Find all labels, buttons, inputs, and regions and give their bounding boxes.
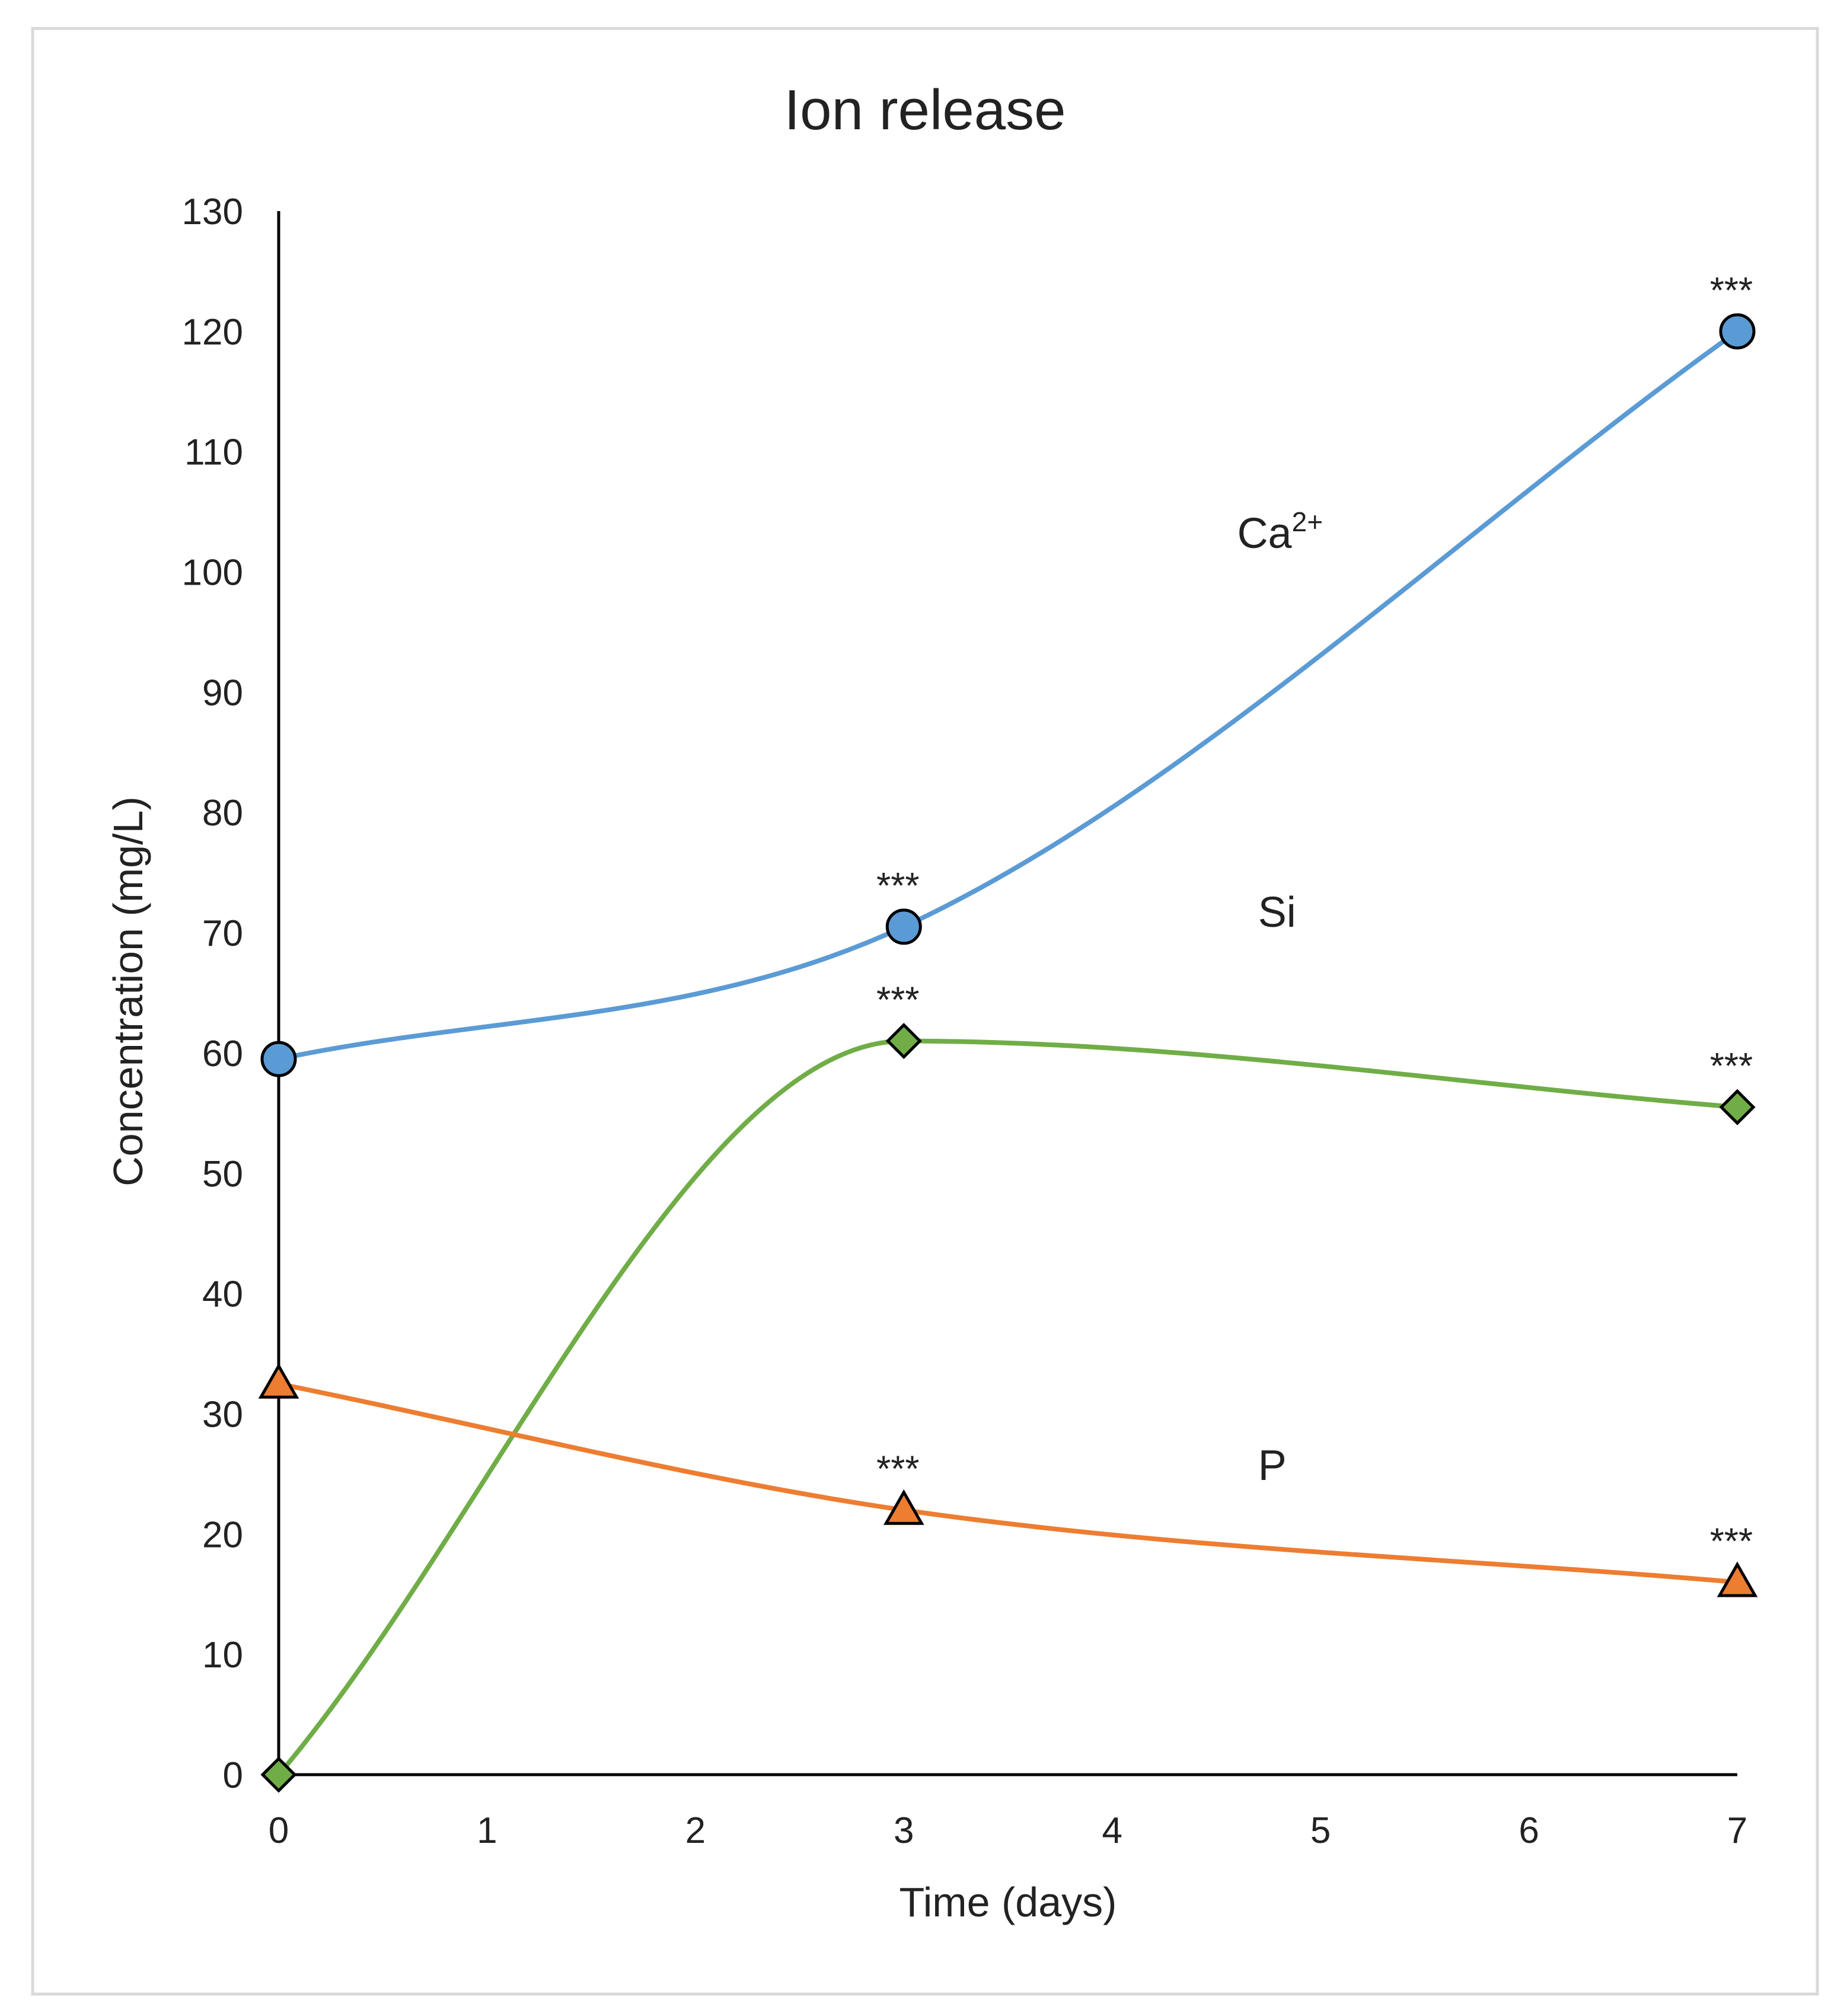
y-tick-label: 110 xyxy=(184,432,243,473)
x-axis-title: Time (days) xyxy=(899,1879,1117,1925)
series-label-text: P xyxy=(1258,1442,1287,1489)
y-tick-label: 70 xyxy=(202,913,243,954)
chart-title: Ion release xyxy=(784,78,1066,142)
y-tick-label: 30 xyxy=(202,1394,243,1435)
data-point-si xyxy=(885,1023,922,1060)
series-line-p xyxy=(276,1381,1740,1585)
y-tick-label: 120 xyxy=(182,312,243,353)
markers-layer xyxy=(258,313,1758,1793)
series-label-p: P xyxy=(1258,1442,1287,1489)
y-tick-label: 10 xyxy=(202,1635,243,1676)
significance-label: *** xyxy=(1710,1046,1753,1087)
y-tick-label: 90 xyxy=(202,672,243,713)
series-label-si: Si xyxy=(1258,889,1296,936)
x-tick-label: 3 xyxy=(894,1810,914,1851)
x-tick-label: 0 xyxy=(269,1810,289,1851)
y-tick-label: 40 xyxy=(202,1274,243,1315)
y-tick-label: 130 xyxy=(182,192,243,232)
series-line-si xyxy=(276,1038,1740,1777)
data-point-ca xyxy=(885,908,922,945)
x-tick-label: 4 xyxy=(1102,1810,1122,1851)
x-tick-label: 1 xyxy=(477,1810,497,1851)
data-point-si xyxy=(1719,1089,1756,1125)
chart-frame xyxy=(31,27,1819,1996)
significance-label: *** xyxy=(876,980,919,1021)
y-tick-label: 0 xyxy=(223,1755,243,1796)
series-label-superscript: 2+ xyxy=(1292,506,1323,537)
y-tick-label: 50 xyxy=(202,1154,243,1195)
series-label-text: Si xyxy=(1258,889,1296,936)
significance-label: *** xyxy=(876,1449,919,1490)
x-tick-label: 7 xyxy=(1727,1810,1747,1851)
significance-label: *** xyxy=(1710,1521,1753,1562)
data-point-ca xyxy=(1719,313,1756,350)
series-line-ca xyxy=(276,328,1740,1062)
data-point-p xyxy=(258,1363,299,1399)
data-point-ca xyxy=(260,1041,297,1077)
x-tick-label: 6 xyxy=(1519,1810,1539,1851)
series-label-ca: Ca2+ xyxy=(1237,506,1323,557)
y-tick-label: 60 xyxy=(202,1033,243,1074)
y-tick-label: 80 xyxy=(202,793,243,834)
y-tick-label: 20 xyxy=(202,1514,243,1555)
data-point-si xyxy=(260,1756,297,1793)
series-layer xyxy=(276,328,1740,1777)
labels-layer: *** *** Ca2+ *** *** Si *** *** P xyxy=(876,270,1753,1562)
y-axis-title: Concentration (mg/L) xyxy=(105,796,151,1186)
significance-label: *** xyxy=(1710,270,1753,311)
series-label-text: Ca xyxy=(1237,510,1293,557)
x-tick-label: 2 xyxy=(685,1810,706,1851)
data-point-p xyxy=(883,1489,924,1525)
data-point-p xyxy=(1717,1561,1758,1597)
x-tick-label: 5 xyxy=(1310,1810,1331,1851)
y-tick-label: 100 xyxy=(182,553,243,594)
significance-label: *** xyxy=(876,866,919,907)
axes: 0 10 20 30 40 50 60 70 80 90 100 110 120 130 0 1 2 3 4 5 6 7 xyxy=(182,192,1748,1851)
